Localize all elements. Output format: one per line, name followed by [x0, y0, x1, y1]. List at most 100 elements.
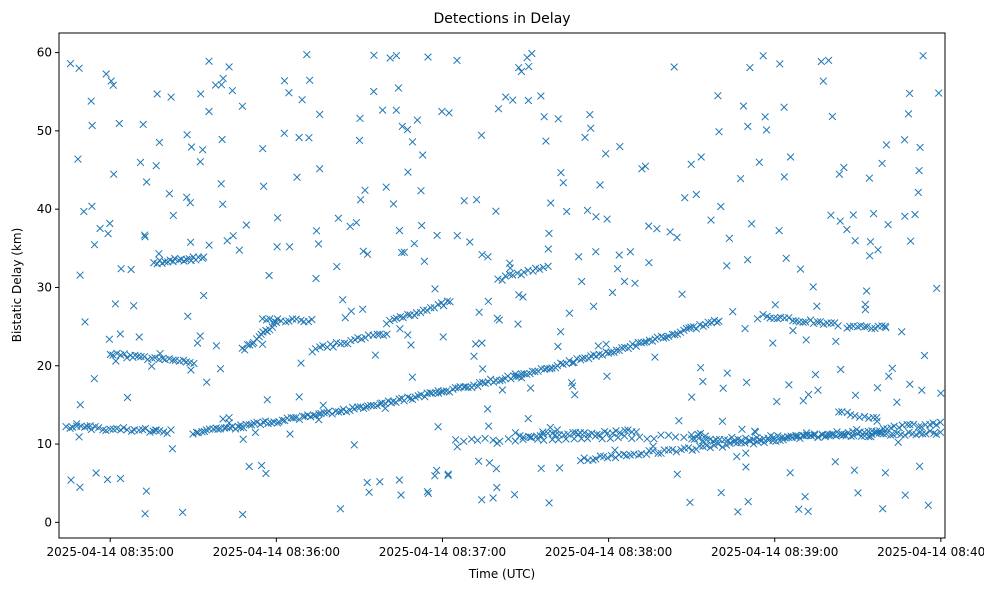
- detection-marker: [205, 241, 213, 249]
- detection-marker: [520, 268, 528, 276]
- detection-marker: [504, 435, 513, 443]
- detection-marker: [844, 428, 852, 437]
- x-tick-label: 2025-04-14 08:39:00: [711, 545, 838, 559]
- detection-marker: [759, 51, 767, 60]
- detection-marker: [217, 180, 225, 188]
- detection-marker: [102, 70, 110, 78]
- detection-marker: [433, 231, 441, 240]
- y-axis-ticks: 0 10 20 30 40 50 60: [37, 46, 59, 529]
- detection-marker: [589, 302, 598, 311]
- detection-marker: [190, 359, 198, 368]
- detection-marker: [686, 498, 694, 507]
- detection-marker: [90, 240, 99, 249]
- detection-marker: [153, 90, 161, 98]
- detection-marker: [557, 168, 565, 177]
- detection-marker: [155, 249, 163, 258]
- detection-marker: [297, 359, 305, 367]
- detection-marker: [890, 422, 898, 430]
- detection-marker: [196, 332, 204, 340]
- detection-marker: [553, 361, 562, 370]
- detection-marker: [570, 391, 579, 399]
- detection-marker: [410, 239, 419, 248]
- y-tick-label: 0: [44, 515, 52, 529]
- detection-marker: [408, 138, 417, 146]
- detection-marker: [877, 429, 886, 437]
- detection-marker: [123, 393, 132, 402]
- detection-marker: [671, 433, 680, 441]
- detection-marker: [738, 425, 746, 434]
- detection-marker: [638, 164, 646, 173]
- detection-marker: [612, 427, 620, 435]
- detection-marker: [280, 77, 289, 85]
- detection-marker: [834, 322, 842, 330]
- detection-marker: [882, 323, 890, 332]
- detection-marker: [827, 319, 835, 327]
- detection-marker: [319, 341, 327, 350]
- detection-marker: [356, 114, 364, 123]
- detection-marker: [439, 301, 448, 310]
- detection-marker: [434, 386, 442, 395]
- x-tick-label: 2025-04-14 08:38:00: [545, 545, 672, 559]
- detection-marker: [474, 457, 483, 465]
- x-tick-label: 2025-04-14 08:35:00: [46, 545, 173, 559]
- detection-marker: [238, 510, 247, 519]
- detection-marker: [129, 301, 138, 310]
- detection-marker: [932, 421, 941, 429]
- detection-marker: [170, 254, 179, 263]
- detection-marker: [155, 138, 164, 147]
- detection-marker: [438, 107, 446, 116]
- detection-marker: [420, 257, 429, 266]
- detection-marker: [628, 434, 636, 443]
- detection-marker: [603, 372, 611, 381]
- detection-marker: [918, 386, 926, 394]
- detection-marker: [569, 428, 577, 437]
- detection-marker: [293, 173, 301, 182]
- detection-marker: [618, 344, 626, 352]
- detection-marker: [827, 211, 835, 219]
- detection-marker: [565, 309, 574, 318]
- detection-marker: [199, 291, 208, 300]
- detection-marker: [920, 351, 929, 360]
- detection-marker: [514, 63, 523, 72]
- detection-marker: [165, 189, 174, 198]
- detection-marker: [747, 220, 756, 228]
- detection-marker: [642, 450, 651, 459]
- detection-marker: [843, 408, 852, 417]
- detection-marker: [514, 320, 522, 328]
- detection-marker: [238, 102, 247, 110]
- detection-marker: [66, 424, 74, 432]
- detection-marker: [523, 53, 531, 62]
- detection-marker: [524, 62, 533, 71]
- detection-marker: [608, 288, 617, 297]
- detection-marker: [670, 330, 679, 339]
- detection-marker: [90, 374, 99, 383]
- detection-marker: [676, 328, 685, 336]
- detection-marker: [105, 335, 114, 344]
- detection-marker: [926, 427, 934, 435]
- detection-marker: [741, 439, 749, 447]
- detection-marker: [717, 202, 725, 211]
- detection-marker: [223, 236, 231, 245]
- detection-marker: [719, 384, 727, 392]
- detection-marker: [432, 466, 441, 475]
- detection-marker: [862, 287, 871, 295]
- detection-marker: [311, 345, 320, 353]
- detection-marker: [478, 339, 486, 347]
- detection-marker: [607, 451, 616, 460]
- detection-marker: [292, 315, 301, 323]
- detection-marker: [515, 291, 523, 299]
- detection-marker: [695, 442, 704, 450]
- detection-marker: [218, 135, 226, 144]
- detection-marker: [400, 248, 409, 256]
- detection-marker: [444, 471, 452, 480]
- detection-marker: [749, 440, 758, 448]
- detection-marker: [718, 443, 727, 451]
- detection-marker: [562, 207, 571, 216]
- detection-marker: [496, 376, 504, 385]
- detection-marker: [474, 382, 482, 391]
- detection-marker: [273, 315, 282, 323]
- detection-marker: [424, 53, 432, 61]
- detection-marker: [151, 354, 159, 362]
- detection-marker: [359, 247, 368, 255]
- detection-marker: [102, 426, 110, 435]
